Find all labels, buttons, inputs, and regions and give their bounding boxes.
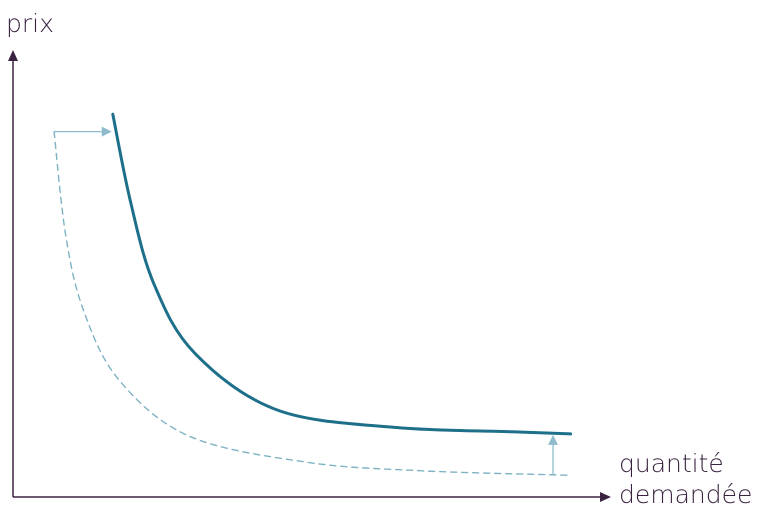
shift-arrow-right xyxy=(54,126,112,137)
axes xyxy=(8,50,611,502)
demand-curve-shifted xyxy=(111,112,573,436)
x-axis-label-line-1: quantité xyxy=(619,449,724,478)
annotation-layer xyxy=(54,126,559,476)
series-layer xyxy=(53,112,573,476)
shift-arrow-head xyxy=(548,434,559,445)
y-axis-label: prix xyxy=(6,9,54,38)
y-axis-arrowhead xyxy=(8,50,18,61)
shift-arrow-head xyxy=(101,126,112,137)
demand-curve-initial xyxy=(53,130,572,476)
x-axis-label-line-2: demandée xyxy=(619,480,752,509)
x-axis-arrowhead xyxy=(600,492,611,502)
shift-arrow-up xyxy=(548,434,559,476)
